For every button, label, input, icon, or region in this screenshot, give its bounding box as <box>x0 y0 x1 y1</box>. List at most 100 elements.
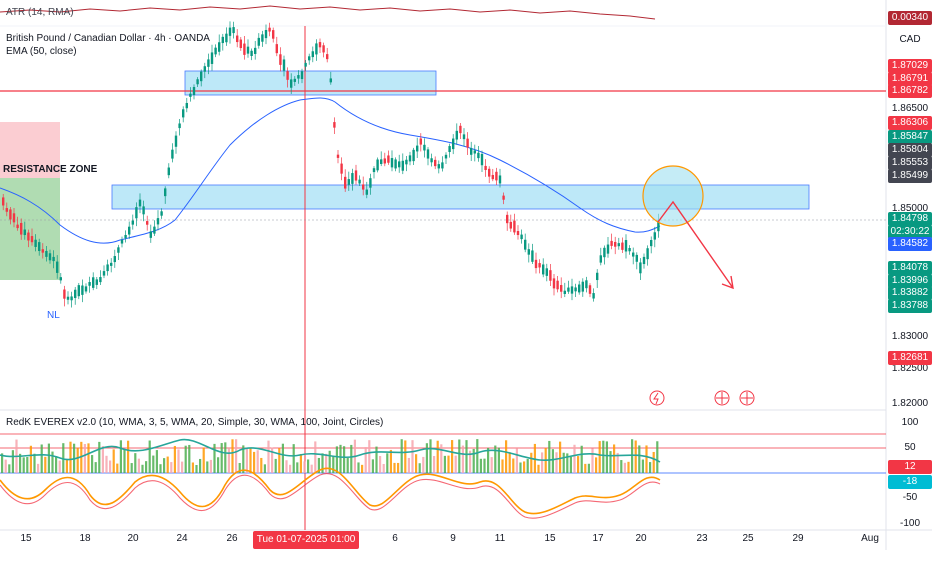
candle-body <box>376 159 379 171</box>
osc-bar <box>217 457 220 473</box>
osc-bar <box>249 447 252 473</box>
candle-body <box>318 42 322 48</box>
candle-body <box>524 239 527 250</box>
osc-bar <box>447 455 450 473</box>
candle-body <box>408 155 412 162</box>
osc-bar <box>494 445 497 473</box>
candle-body <box>452 138 455 150</box>
candle-body <box>74 289 77 299</box>
resistance-zone-lower[interactable] <box>111 184 810 210</box>
osc-bar <box>289 464 292 473</box>
atr-legend[interactable]: ATR (14, RMA) <box>6 7 74 18</box>
candle-body <box>110 262 113 266</box>
osc-bar <box>613 444 616 473</box>
candle-body <box>189 93 192 97</box>
osc-bar <box>116 463 119 473</box>
candle-body <box>542 264 545 275</box>
candle-body <box>470 148 473 155</box>
osc-bar <box>393 462 396 473</box>
osc-tick-label: -100 <box>899 518 920 529</box>
osc-bar <box>199 458 202 473</box>
osc-bar <box>357 462 360 473</box>
candle-body <box>275 44 278 54</box>
osc-bar <box>65 459 68 473</box>
osc-bar <box>343 446 346 473</box>
date-label: 6 <box>392 533 398 544</box>
date-label: 20 <box>635 533 647 544</box>
candle-body <box>606 244 610 254</box>
projection-arrow[interactable] <box>657 200 734 289</box>
candle-body <box>77 285 80 297</box>
candle-body <box>52 256 55 262</box>
osc-bar <box>238 462 241 473</box>
osc-bar <box>523 461 526 473</box>
osc-bar <box>76 447 79 473</box>
lightning-icon[interactable] <box>649 390 665 406</box>
osc-bar <box>33 453 36 473</box>
candle-body <box>286 71 289 80</box>
candle-body <box>239 39 242 49</box>
candle-body <box>347 179 350 185</box>
everex-legend[interactable]: RedK EVEREX v2.0 (10, WMA, 3, 5, WMA, 20… <box>6 417 384 428</box>
candle-body <box>225 33 228 43</box>
candle-body <box>48 253 52 261</box>
osc-bar <box>638 445 641 473</box>
candle-body <box>246 46 250 54</box>
candle-body <box>336 154 340 158</box>
ema-legend[interactable]: EMA (50, close) <box>6 46 77 57</box>
candle-body <box>538 263 541 268</box>
osc-bar <box>418 463 421 473</box>
osc-bar <box>231 439 234 473</box>
currency-label[interactable]: CAD <box>899 34 921 45</box>
resistance-zone-label: RESISTANCE ZONE <box>3 164 98 175</box>
candle-body <box>416 145 419 152</box>
osc-bar <box>285 460 288 473</box>
candle-body <box>527 249 530 255</box>
candle-body <box>164 188 167 197</box>
candle-body <box>650 240 653 247</box>
osc-bar <box>623 462 626 473</box>
candle-body <box>185 102 188 109</box>
date-label: 24 <box>176 533 188 544</box>
osc-bar <box>112 449 115 473</box>
candle-body <box>639 262 642 274</box>
osc-bar <box>577 456 580 473</box>
osc-bar <box>548 440 551 473</box>
osc-bar <box>325 453 328 473</box>
osc-bar <box>37 463 40 473</box>
osc-bar <box>145 461 148 473</box>
osc-bar <box>130 463 133 473</box>
candle-body <box>117 247 120 253</box>
osc-bar <box>213 443 216 473</box>
osc-bar <box>173 445 176 473</box>
candle-body <box>545 268 548 276</box>
osc-bar <box>307 459 310 473</box>
candle-body <box>124 234 127 239</box>
price-badge: 1.83882 <box>888 286 932 300</box>
osc-bar <box>235 439 238 473</box>
candle-body <box>146 221 149 225</box>
symbol-legend[interactable]: British Pound / Canadian Dollar · 4h · O… <box>6 33 210 44</box>
osc-bar <box>328 450 331 473</box>
candle-body <box>203 66 206 72</box>
osc-bar <box>220 443 223 473</box>
osc-bar <box>242 445 245 473</box>
candle-body <box>480 153 484 166</box>
candle-body <box>210 52 214 64</box>
target-circle[interactable] <box>642 165 704 227</box>
candle-body <box>635 254 638 262</box>
candle-body <box>603 247 606 258</box>
candle-body <box>268 27 271 32</box>
osc-bar <box>519 462 522 473</box>
date-label: 26 <box>226 533 238 544</box>
osc-bar <box>101 446 104 473</box>
candle-body <box>5 208 8 212</box>
candle-body <box>358 179 361 184</box>
price-chart[interactable] <box>0 0 932 550</box>
candle-body <box>174 135 178 147</box>
date-label: 23 <box>696 533 708 544</box>
candle-body <box>142 206 145 215</box>
candle-body <box>95 279 98 285</box>
candle-body <box>30 236 34 243</box>
